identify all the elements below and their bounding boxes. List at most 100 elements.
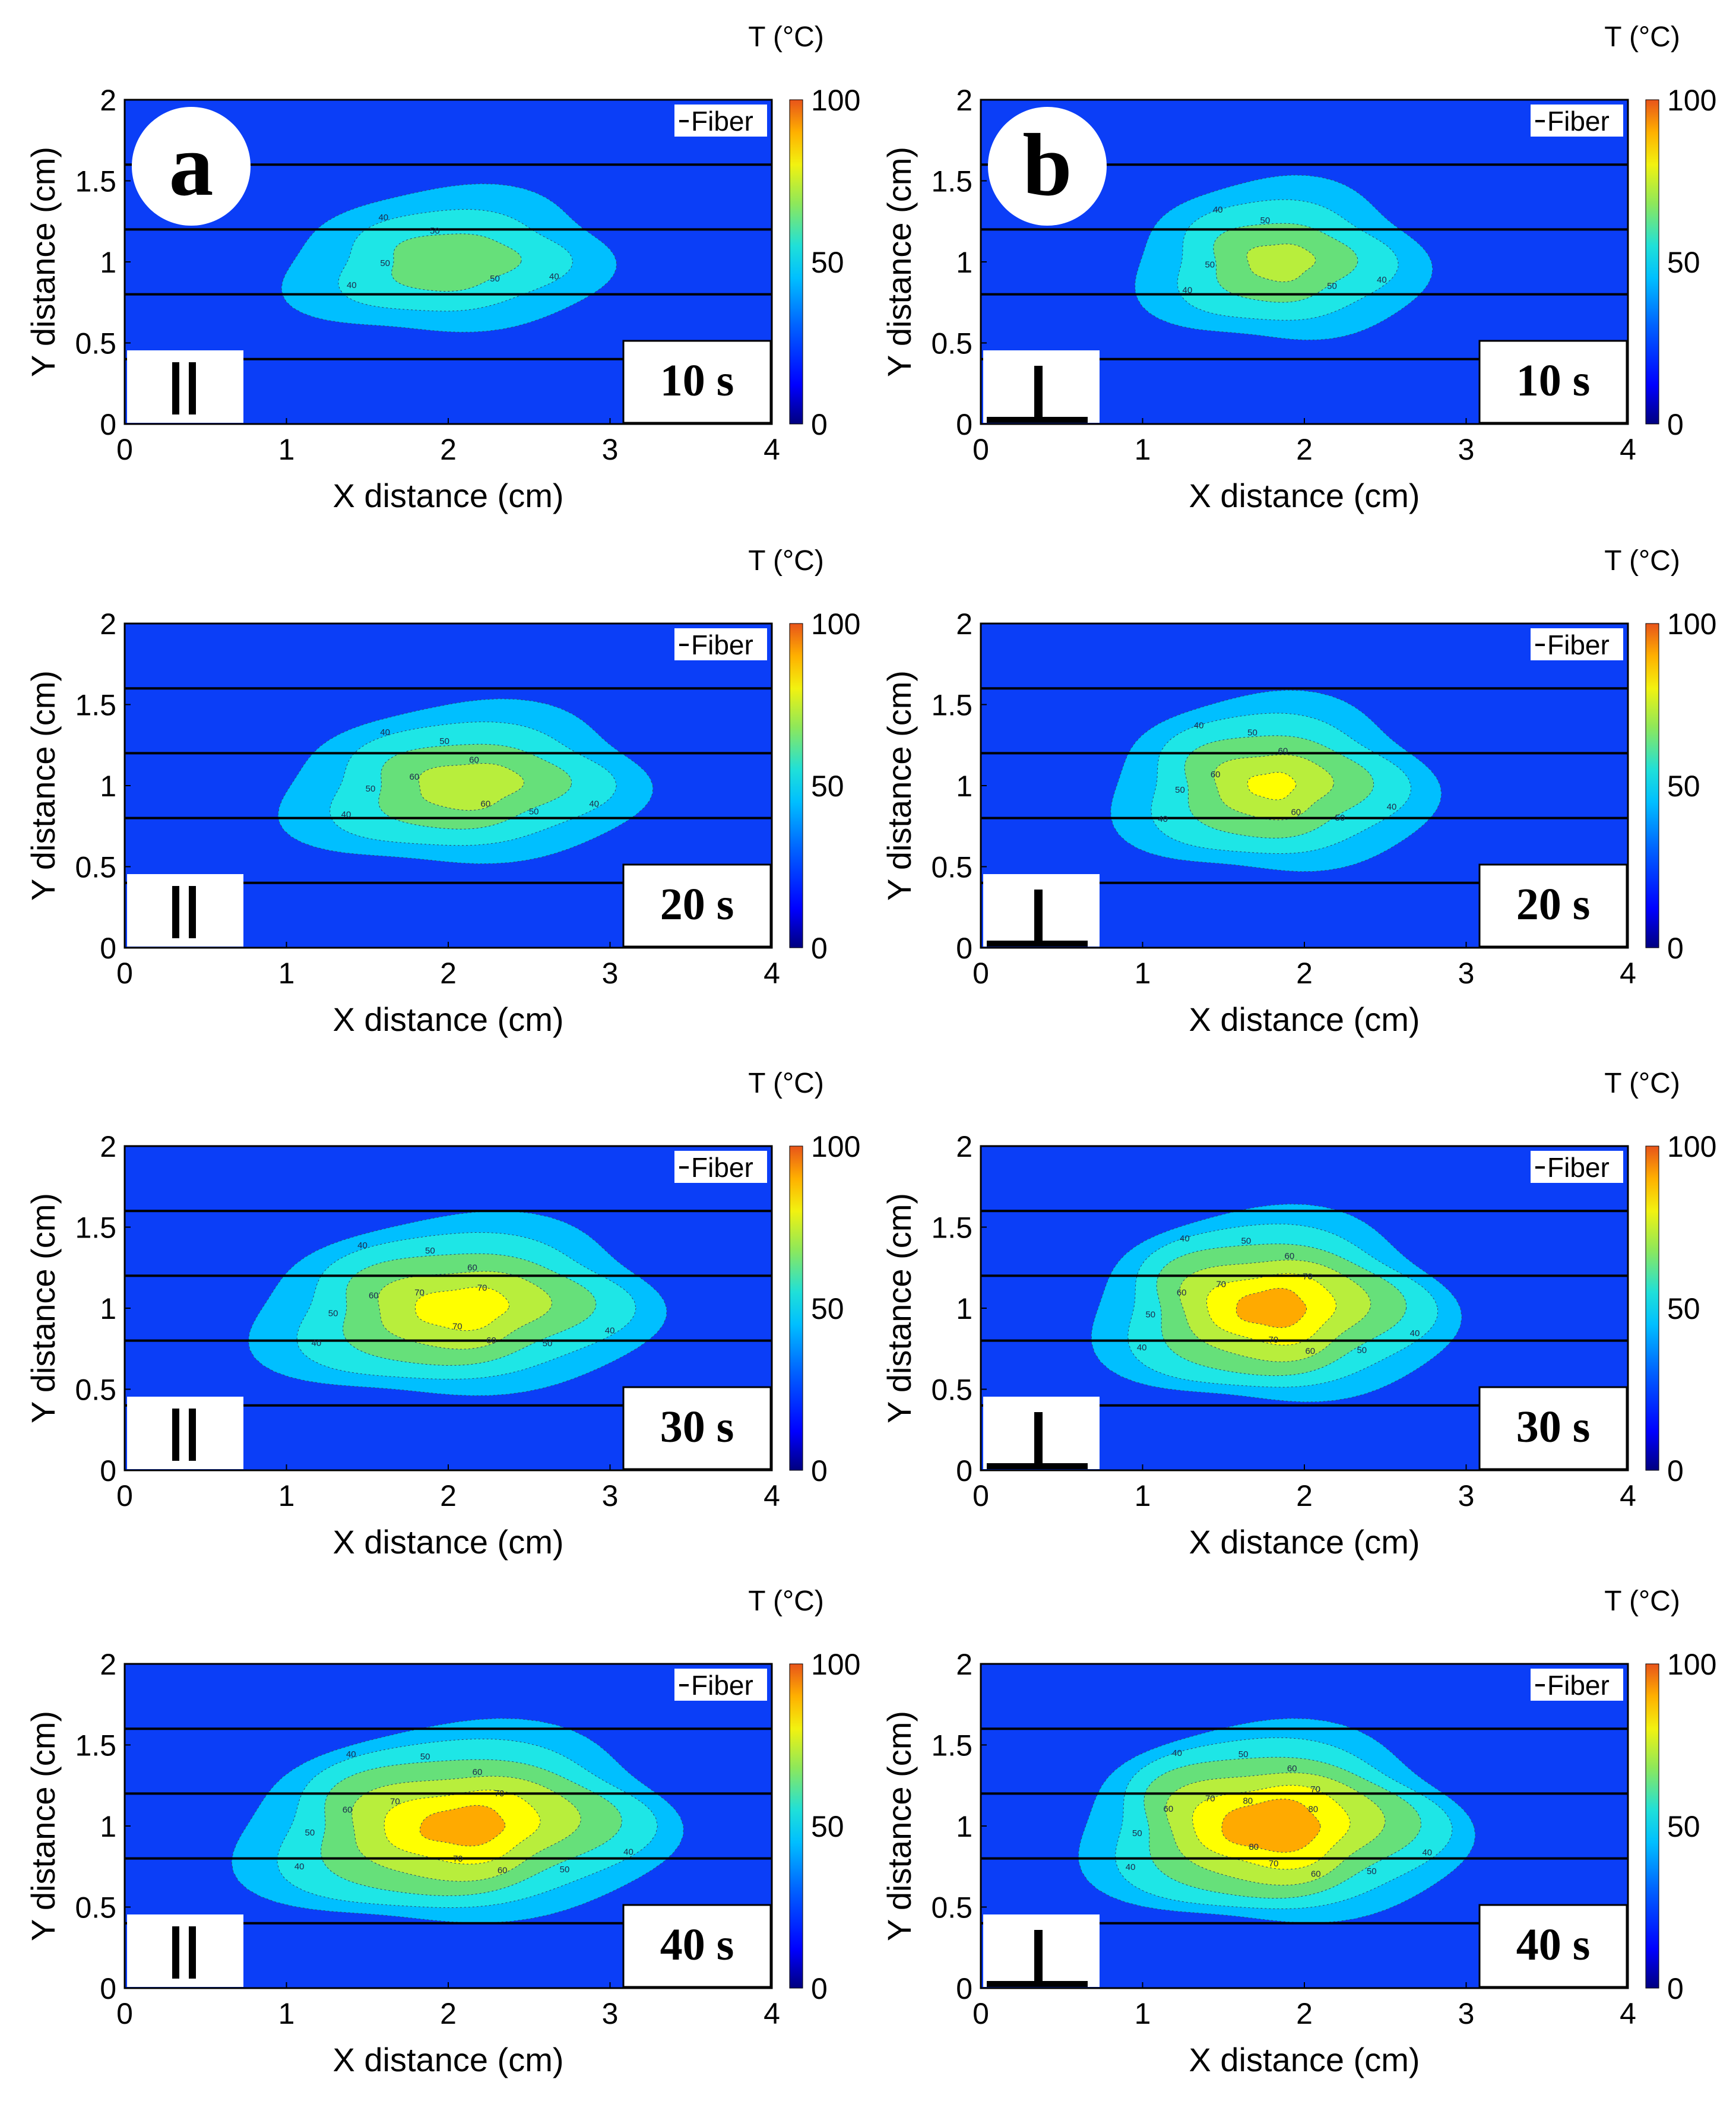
colorbar-frame xyxy=(1645,1145,1659,1471)
colorbar-tick-label: 100 xyxy=(1667,1130,1716,1163)
x-tick-label: 2 xyxy=(440,1479,457,1512)
x-tick-label: 3 xyxy=(1458,957,1475,990)
y-tick-label: 2 xyxy=(100,607,116,641)
contour-band-70 xyxy=(1247,771,1297,800)
parallel-mark-left xyxy=(172,362,179,414)
x-tick-label: 0 xyxy=(116,957,133,990)
fiber-legend-box xyxy=(674,1669,767,1701)
x-tick-label: 2 xyxy=(440,957,457,990)
panel-letter-badge xyxy=(988,107,1107,226)
contour-label: 70 xyxy=(1216,1279,1226,1289)
y-tick-label: 2 xyxy=(956,84,972,117)
contour-label: 70 xyxy=(1205,1793,1215,1803)
fiber-legend-box xyxy=(674,105,767,137)
fiber-legend-label: Fiber xyxy=(691,1152,753,1183)
contour-label: 50 xyxy=(420,1752,430,1762)
contour-label: 60 xyxy=(1311,1869,1321,1879)
colorbar-tick-label: 100 xyxy=(1667,607,1716,641)
fiber-legend-label: Fiber xyxy=(1547,629,1610,660)
x-tick-label: 1 xyxy=(278,957,295,990)
colorbar-title: T (°C) xyxy=(1604,1586,1680,1617)
y-tick-label: 0.5 xyxy=(75,851,116,884)
y-tick-label: 0 xyxy=(956,1972,972,2005)
contour-label: 40 xyxy=(1158,814,1168,824)
parallel-mark-right xyxy=(189,1926,196,1979)
contour-label: 40 xyxy=(1387,802,1397,812)
parallel-mark-right xyxy=(189,886,196,938)
x-tick-label: 3 xyxy=(602,1997,619,2030)
perpendicular-mark-base xyxy=(987,417,1088,423)
colorbar-tick-label: 0 xyxy=(1667,1972,1684,2005)
x-tick-label: 0 xyxy=(116,1997,133,2030)
contour-label: 40 xyxy=(294,1862,305,1872)
x-tick-label: 4 xyxy=(764,433,780,466)
x-axis-label: X distance (cm) xyxy=(1189,1001,1420,1038)
contour-label: 40 xyxy=(1377,275,1387,285)
contour-label: 40 xyxy=(1213,205,1223,215)
x-tick-label: 4 xyxy=(764,1997,780,2030)
y-tick-label: 2 xyxy=(956,607,972,641)
contour-label: 50 xyxy=(1175,785,1185,795)
contour-label: 70 xyxy=(1310,1784,1320,1795)
contour-band-60 xyxy=(1246,243,1316,283)
y-tick-label: 1.5 xyxy=(931,689,972,722)
perpendicular-mark-stem xyxy=(1034,890,1043,942)
contour-label: 70 xyxy=(390,1796,400,1806)
fiber-legend-label: Fiber xyxy=(1547,1152,1610,1183)
contour-label: 50 xyxy=(1238,1749,1249,1759)
time-box xyxy=(622,1386,772,1470)
colorbar-tick-label: 50 xyxy=(811,246,844,279)
fiber-legend-box xyxy=(1531,1669,1623,1701)
colorbar-tick-label: 50 xyxy=(1667,246,1700,279)
contour-label: 70 xyxy=(477,1283,487,1293)
contour-label: 40 xyxy=(357,1240,368,1251)
time-box xyxy=(1478,1386,1628,1470)
x-tick-label: 1 xyxy=(1135,1997,1151,2030)
y-axis-label: Y distance (cm) xyxy=(880,670,918,901)
contour-label: 70 xyxy=(414,1287,425,1297)
colorbar-tick-label: 50 xyxy=(1667,1810,1700,1843)
y-tick-label: 0 xyxy=(956,408,972,441)
y-tick-label: 0.5 xyxy=(75,1891,116,1925)
contour-label: 40 xyxy=(380,727,390,738)
y-tick-label: 1.5 xyxy=(931,1729,972,1762)
orientation-box xyxy=(127,874,243,947)
x-tick-label: 1 xyxy=(1135,433,1151,466)
x-tick-label: 3 xyxy=(1458,1479,1475,1512)
fiber-legend-box xyxy=(1531,105,1623,137)
x-tick-label: 4 xyxy=(1620,433,1636,466)
x-tick-label: 2 xyxy=(440,433,457,466)
contour-label: 50 xyxy=(439,736,449,746)
fiber-legend-label: Fiber xyxy=(1547,106,1610,137)
orientation-box xyxy=(127,1397,243,1469)
y-tick-label: 0.5 xyxy=(931,851,972,884)
time-box xyxy=(1478,863,1628,948)
y-tick-label: 1.5 xyxy=(75,689,116,722)
contour-label: 70 xyxy=(453,1854,463,1864)
contour-label: 40 xyxy=(346,1749,356,1759)
y-tick-label: 1.5 xyxy=(75,1729,116,1762)
colorbar-tick-label: 50 xyxy=(811,770,844,803)
colorbar-frame xyxy=(1645,623,1659,948)
colorbar xyxy=(1646,1146,1659,1470)
x-axis-label: X distance (cm) xyxy=(333,1523,564,1561)
x-tick-label: 1 xyxy=(278,433,295,466)
y-tick-label: 2 xyxy=(100,84,116,117)
contour-label: 60 xyxy=(1278,746,1288,757)
colorbar-tick-label: 0 xyxy=(811,1454,828,1488)
contour-label: 60 xyxy=(469,755,479,765)
y-tick-label: 0.5 xyxy=(75,1374,116,1407)
y-axis-label: Y distance (cm) xyxy=(880,1193,918,1423)
colorbar-title: T (°C) xyxy=(748,1068,824,1099)
contour-label: 60 xyxy=(1291,808,1301,818)
contour-label: 40 xyxy=(623,1847,633,1857)
x-tick-label: 3 xyxy=(1458,1997,1475,2030)
contour-label: 60 xyxy=(410,772,420,782)
contour-label: 40 xyxy=(549,271,559,281)
contour-label: 40 xyxy=(1194,720,1204,730)
contour-label: 70 xyxy=(1268,1335,1278,1345)
